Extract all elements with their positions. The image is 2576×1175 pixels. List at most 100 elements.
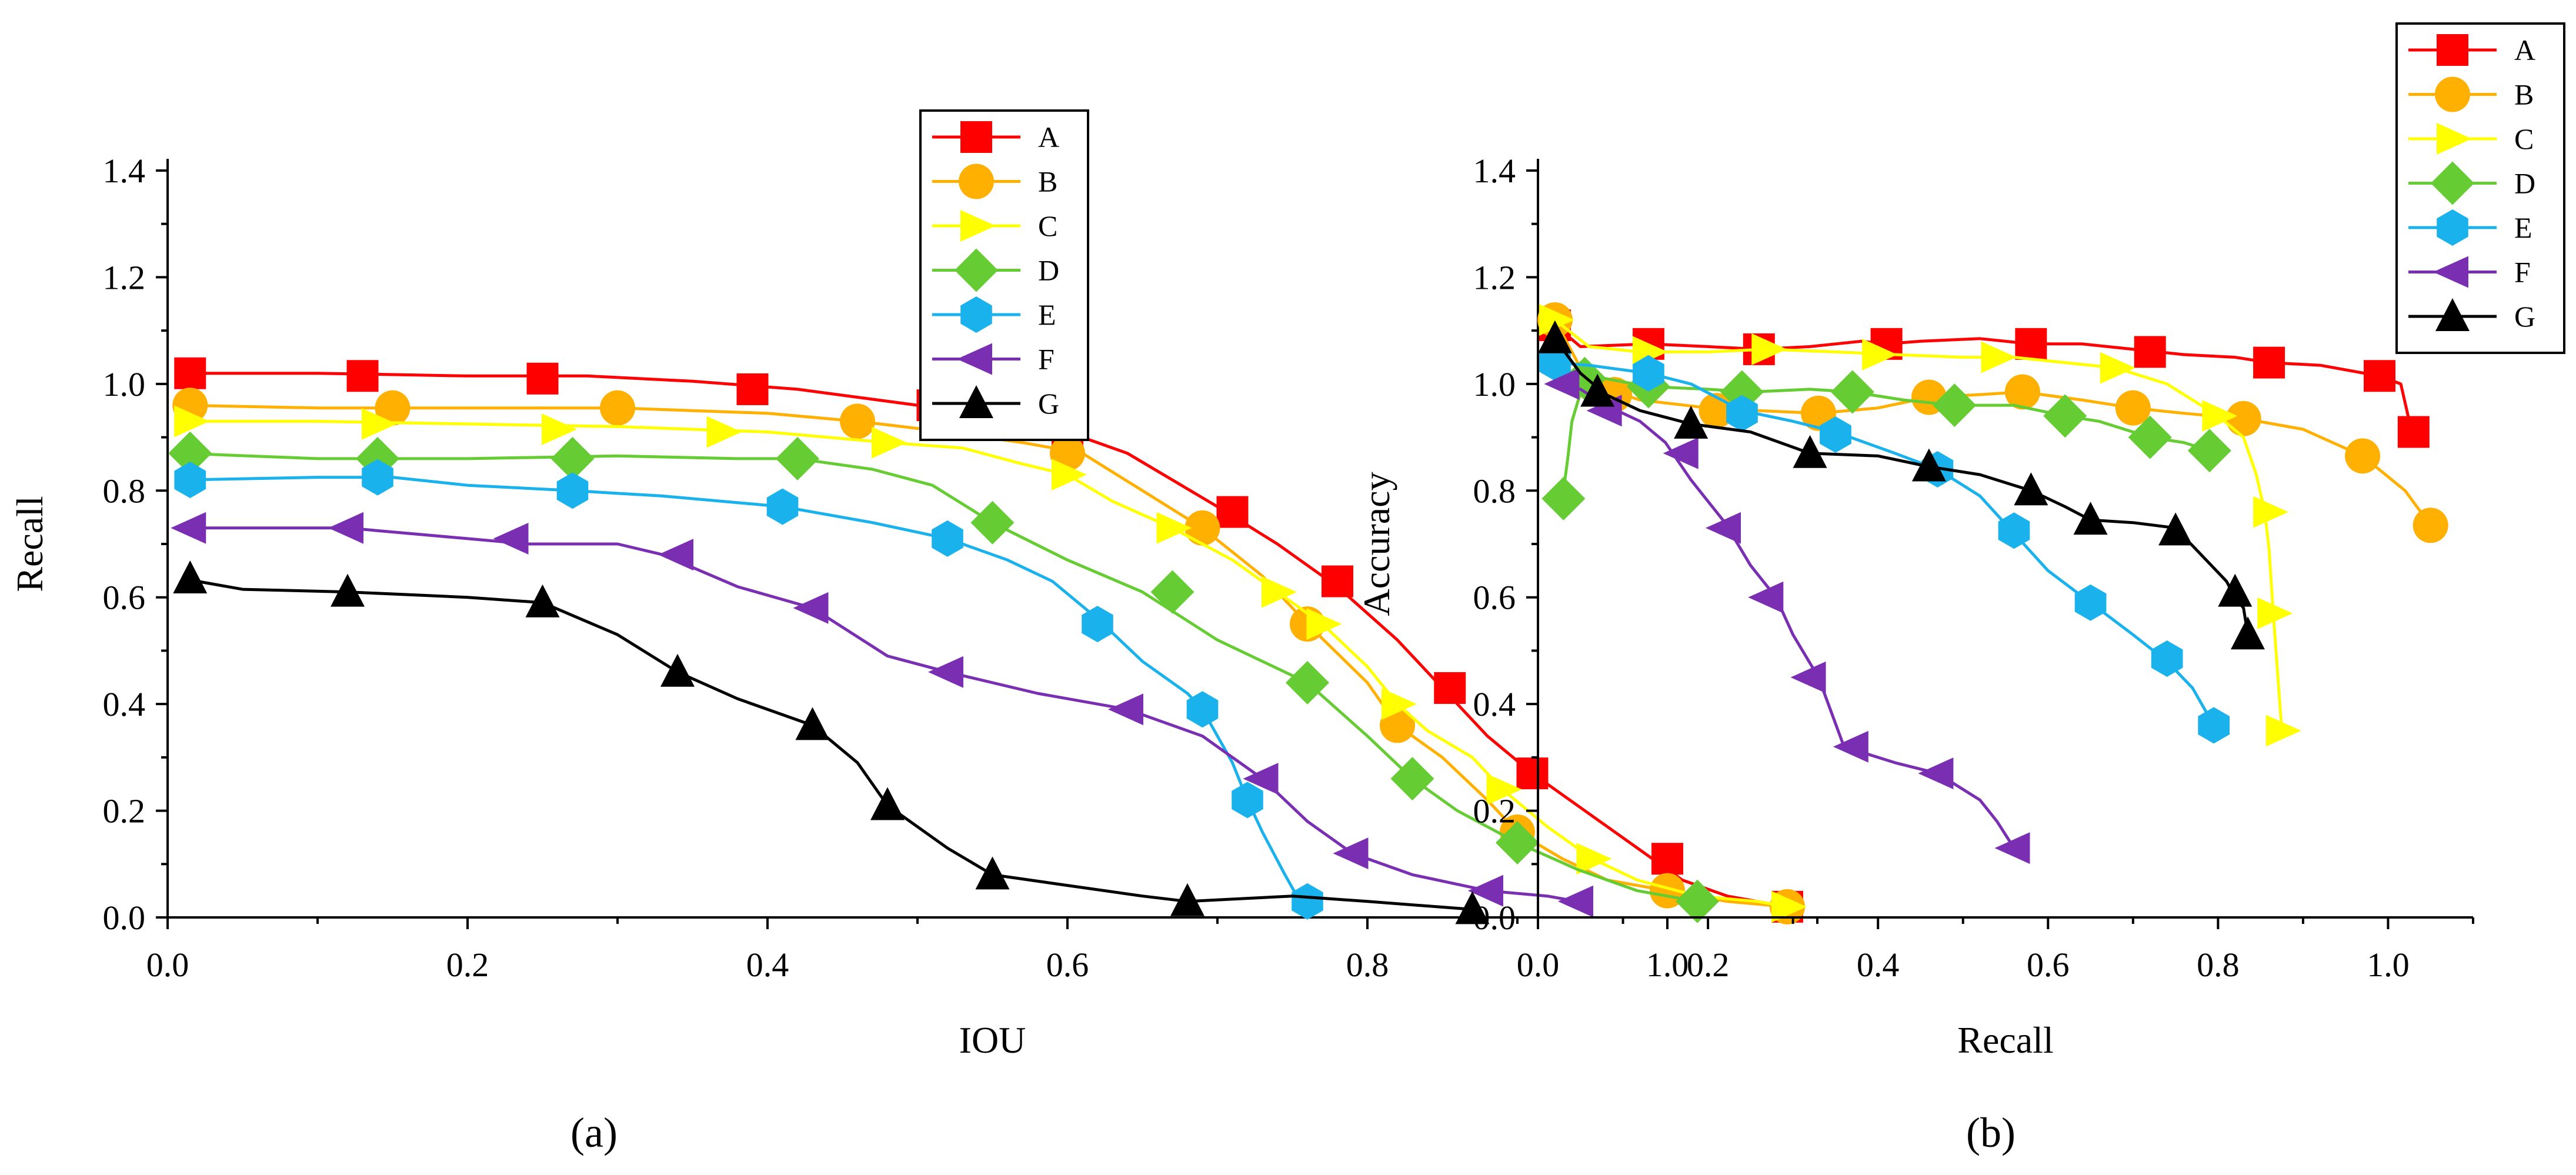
legend-item-B: B <box>932 163 1057 199</box>
panel-label: (b) <box>1966 1109 2016 1156</box>
legend-label: B <box>1038 165 1057 198</box>
series-C-point <box>1262 576 1297 608</box>
series-A-point <box>1516 757 1549 790</box>
series-G-point <box>975 856 1010 890</box>
series-G <box>1537 320 2265 650</box>
x-tick-label: 0.2 <box>1687 946 1730 984</box>
legend-box <box>2395 22 2565 354</box>
series-F-point <box>1586 395 1622 427</box>
legend-marker-E <box>2437 209 2468 246</box>
panel-label: (a) <box>570 1109 618 1156</box>
legend-label: D <box>1038 254 1059 287</box>
series-A-point <box>1434 672 1466 704</box>
y-tick-label: 0.4 <box>1473 685 1516 723</box>
legend-marker-D <box>2431 161 2474 205</box>
series-D-point <box>1286 660 1329 705</box>
legend-item-G: G <box>932 385 1059 420</box>
series-G-point <box>2158 512 2193 546</box>
series-F-point <box>1918 757 1954 790</box>
series-F-point <box>1663 437 1699 469</box>
y-tick-label: 1.0 <box>1473 365 1516 403</box>
series-C-point <box>2202 400 2238 432</box>
legend-item-B: B <box>2408 76 2534 112</box>
series-A-point <box>1216 496 1249 528</box>
series-B-point <box>1650 873 1685 909</box>
series-A-point <box>2134 336 2166 368</box>
series-F <box>1544 368 2030 864</box>
series-E-point <box>1726 395 1758 432</box>
series-D-point <box>1150 570 1194 614</box>
legend-item-G: G <box>2408 298 2535 333</box>
series-A-point <box>1651 843 1683 875</box>
y-tick-label: 0.6 <box>1473 579 1516 617</box>
legend-label: C <box>1038 209 1057 242</box>
series-G-point <box>1911 448 1946 482</box>
legend-label: B <box>2514 78 2534 111</box>
series-G-point <box>1674 405 1709 439</box>
x-tick-label: 0.6 <box>2027 946 2070 984</box>
x-tick-label: 0.2 <box>446 946 489 984</box>
series-E-point <box>1998 512 2030 549</box>
series-F-point <box>928 656 963 688</box>
series-B-point <box>2004 374 2040 410</box>
legend-marker-B <box>2435 76 2470 112</box>
series-G-point <box>2073 502 2108 535</box>
series-D-point <box>168 431 212 475</box>
series-G-point <box>525 584 560 617</box>
series-C-point <box>872 426 907 459</box>
series-E-point <box>766 488 799 525</box>
series-E-point <box>2151 640 2183 677</box>
series-D-point <box>2187 429 2231 473</box>
panel-a: 0.0 0.2 0.4 0.6 0.8 1.0 1.2 1.4 0.0 0.2 0.4 0.6 0.8 1… <box>9 109 1818 1156</box>
series-G-line <box>1553 338 2250 635</box>
series-B-point <box>1184 510 1220 546</box>
legend-marker-G <box>959 385 993 418</box>
series-C-point <box>1862 338 1898 370</box>
series-G-point <box>2014 472 2048 506</box>
series-G-point <box>1580 373 1615 407</box>
series-D-point <box>1496 821 1539 864</box>
legend-label: G <box>1038 387 1059 420</box>
x-tick-label: 1.0 <box>2367 946 2410 984</box>
series-A-point <box>2397 416 2430 448</box>
series-F-point <box>1558 885 1593 917</box>
x-tick-label: 0.8 <box>1346 946 1389 984</box>
series-G-point <box>331 573 365 607</box>
series-B-point <box>2115 390 2151 426</box>
series-E-point <box>1292 883 1323 920</box>
series-E-point <box>1232 782 1263 819</box>
series-A-point <box>1322 565 1353 597</box>
series-F-point <box>328 512 363 544</box>
series-E-point <box>1820 416 1851 453</box>
series-E-line <box>182 476 1307 903</box>
series-A-point <box>736 373 769 405</box>
series-C-point <box>1052 459 1087 491</box>
series-A-point <box>2364 360 2395 392</box>
legend-item-E: E <box>932 296 1056 333</box>
legend-label: F <box>2514 256 2531 289</box>
series-F-point <box>1790 661 1826 693</box>
legend-label: D <box>2514 167 2535 200</box>
x-tick-label: 0.4 <box>1857 946 1900 984</box>
series-F-point <box>171 512 206 544</box>
y-tick-label: 0.8 <box>103 472 146 510</box>
series-B-line <box>1553 319 2432 526</box>
legend-item-A: A <box>932 121 1059 153</box>
series-D-point <box>2043 394 2087 438</box>
series-C-point <box>1539 304 1574 336</box>
series-C-point <box>1576 843 1612 875</box>
series-B-point <box>2345 438 2381 474</box>
series-F-point <box>658 539 693 571</box>
series-G-point <box>1455 891 1490 924</box>
series-D-point <box>550 436 595 480</box>
legend-item-F: F <box>932 343 1055 376</box>
x-axis-title: IOU <box>959 1019 1026 1061</box>
series-A-point <box>2015 328 2047 360</box>
series-F-point <box>1994 832 2030 864</box>
series-E <box>174 459 1323 920</box>
series-C-line <box>1554 319 2284 731</box>
series-F-point <box>1833 730 1868 763</box>
